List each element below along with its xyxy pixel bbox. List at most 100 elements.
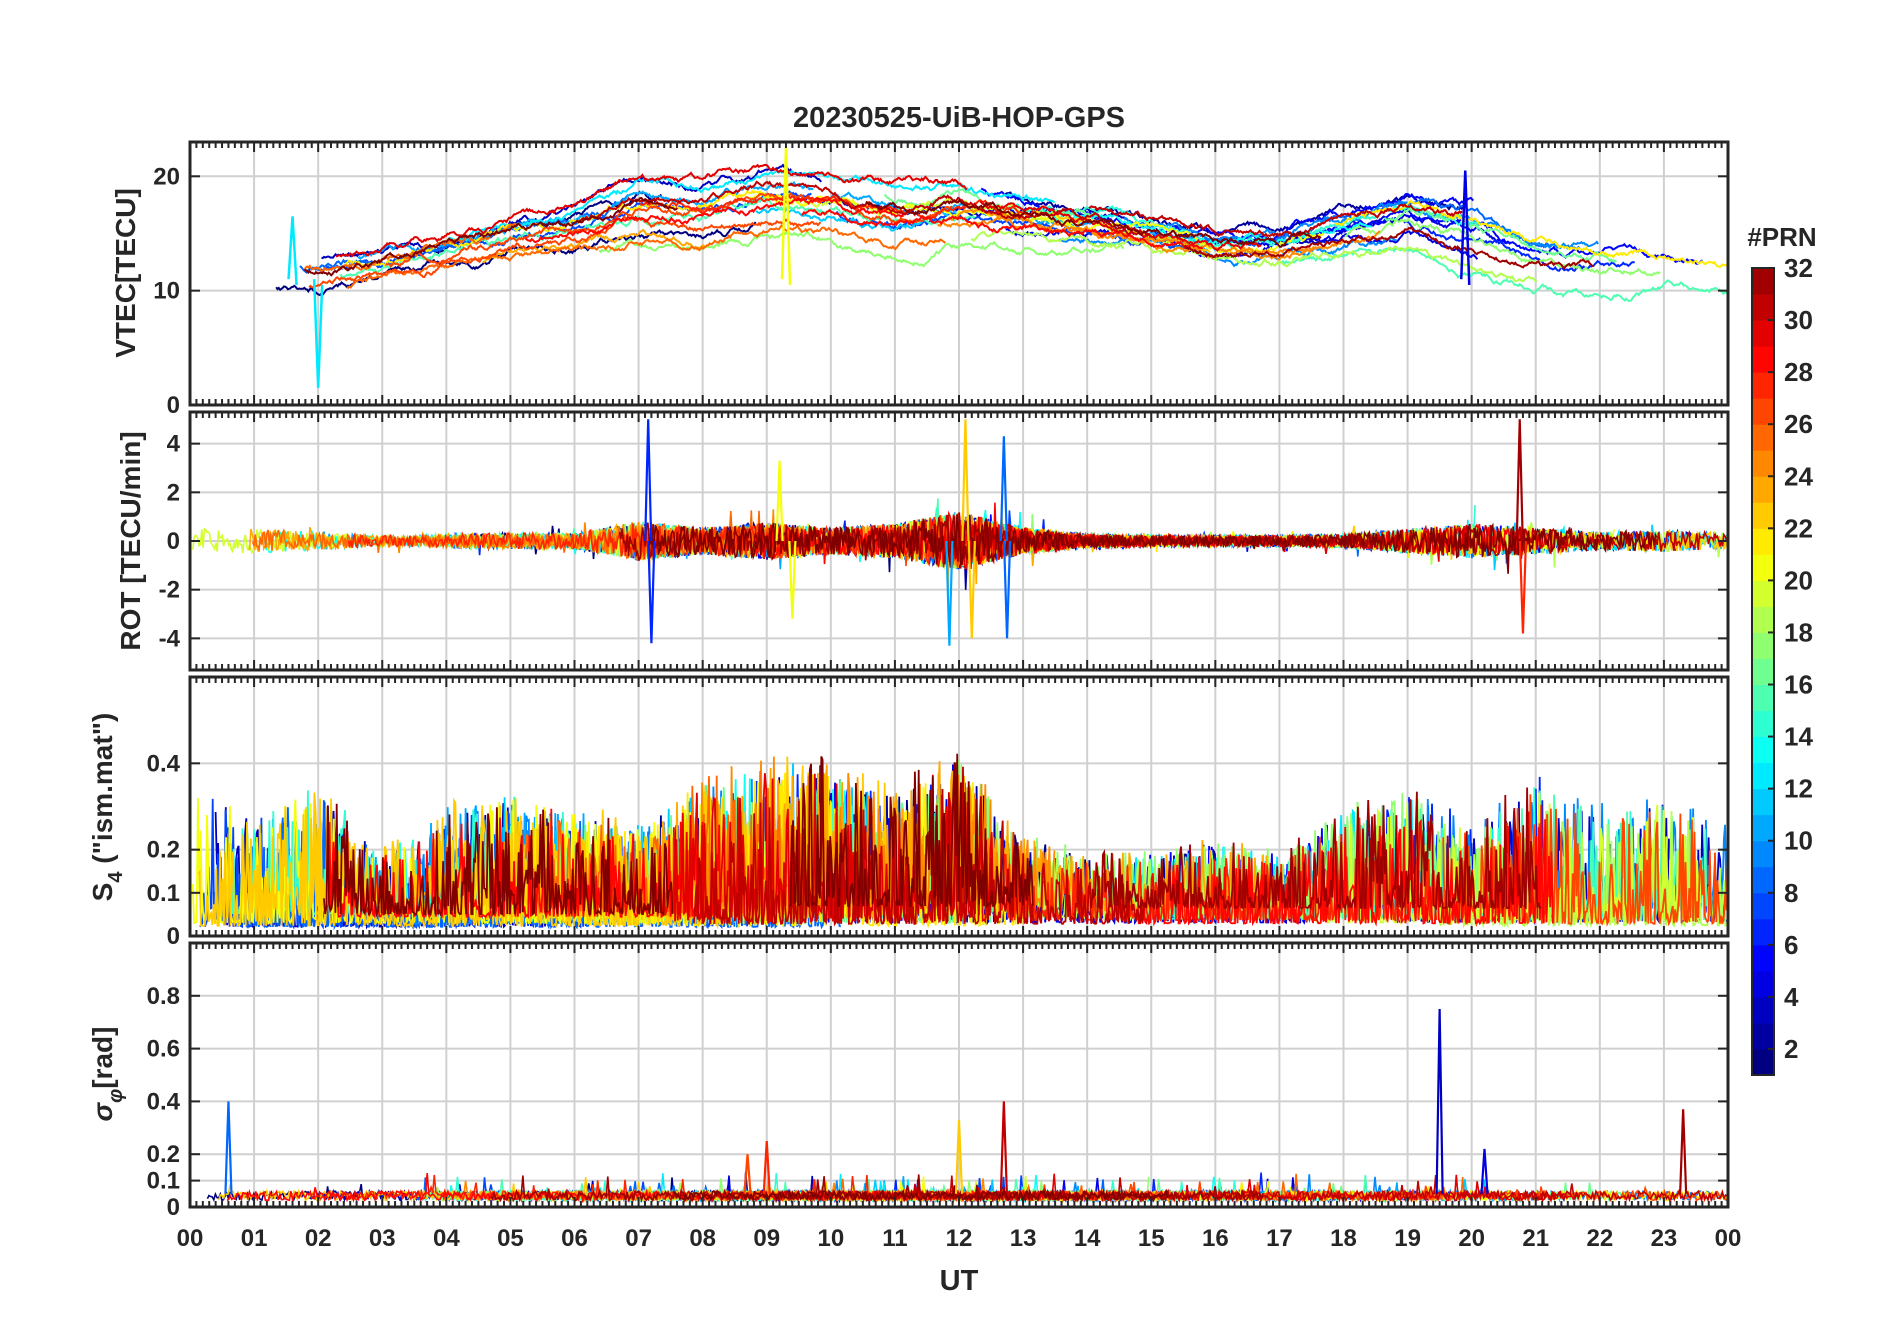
panel-rot-ytick-label: 4 bbox=[167, 431, 181, 458]
rot-spike bbox=[1518, 540, 1528, 634]
colorbar-segment bbox=[1752, 580, 1774, 607]
vtec-series-prn-30 bbox=[1088, 203, 1463, 238]
rot-spike bbox=[1002, 540, 1012, 639]
panel-rot-lines bbox=[192, 419, 1728, 646]
colorbar-segment bbox=[1752, 1022, 1774, 1050]
colorbar-segment bbox=[1752, 554, 1774, 581]
panel-sigphi-ytick-label: 0.6 bbox=[147, 1036, 180, 1063]
rot-spike bbox=[788, 540, 797, 619]
colorbar-tick-label: 14 bbox=[1784, 722, 1813, 752]
x-tick-label: 17 bbox=[1266, 1225, 1293, 1252]
colorbar-tick-label: 4 bbox=[1784, 982, 1799, 1012]
x-tick-label: 09 bbox=[753, 1225, 780, 1252]
colorbar-segment bbox=[1752, 320, 1774, 347]
panel-rot-ylabel: ROT [TECU/min] bbox=[115, 431, 146, 650]
panel-sigphi-ytick-label: 0 bbox=[167, 1194, 180, 1221]
panel-s4-axes: 0 0.1 0.2 0.4 bbox=[147, 675, 1730, 950]
sigphi-spike bbox=[999, 1101, 1008, 1194]
vtec-feature-dip bbox=[312, 279, 324, 388]
rot-spike bbox=[967, 540, 976, 639]
sigphi-spike bbox=[224, 1101, 233, 1194]
colorbar-tick-label: 6 bbox=[1784, 930, 1798, 960]
panel-sigphi-lines bbox=[206, 1008, 1728, 1204]
rot-spike bbox=[775, 460, 784, 542]
colorbar-segment bbox=[1752, 658, 1774, 686]
panel-sigphi-ytick-label: 0.4 bbox=[147, 1088, 181, 1115]
x-tick-label: 00 bbox=[177, 1225, 204, 1252]
vtec-series-prn-17 bbox=[1344, 217, 1661, 277]
vtec-series-prn-32 bbox=[865, 198, 1322, 248]
x-tick-label: 10 bbox=[817, 1225, 844, 1252]
panel-sigphi-frame bbox=[188, 941, 1730, 1209]
vtec-series-prn-17 bbox=[598, 230, 1125, 268]
x-tick-label: 07 bbox=[625, 1225, 652, 1252]
colorbar-tick-label: 30 bbox=[1784, 305, 1813, 335]
s4-series-prn-31 bbox=[1090, 787, 1542, 911]
vtec-series-prn-30 bbox=[577, 180, 1151, 237]
panel-s4-ytick-label: 0.4 bbox=[147, 750, 181, 777]
colorbar-segment bbox=[1752, 710, 1774, 738]
colorbar-frame bbox=[1751, 267, 1775, 1076]
colorbar-tick-label: 32 bbox=[1784, 253, 1813, 283]
sigphi-spike bbox=[762, 1140, 771, 1194]
x-tick-label: 20 bbox=[1458, 1225, 1485, 1252]
colorbar-tick-label: 2 bbox=[1784, 1034, 1798, 1064]
panel-vtec-ylabel: VTEC[TECU] bbox=[110, 188, 141, 358]
colorbar-segment bbox=[1752, 424, 1774, 451]
colorbar-segment bbox=[1752, 892, 1774, 920]
x-tick-label: 14 bbox=[1074, 1225, 1101, 1252]
panel-vtec-axes: 0 10 20 bbox=[153, 140, 1730, 419]
sigphi-spike bbox=[743, 1154, 752, 1194]
s4-series-prn-28 bbox=[1135, 804, 1554, 927]
panel-sigphi-ytick-label: 0.1 bbox=[147, 1168, 180, 1195]
panel-vtec: 0 10 20 VTEC[TECU] bbox=[110, 140, 1730, 419]
vtec-series-prn-18 bbox=[971, 228, 1538, 283]
panel-s4-ylabel: S4 ("ism.mat") bbox=[87, 713, 127, 902]
panel-sigphi-ytick-label: 0.8 bbox=[147, 983, 180, 1010]
vtec-series-prn-26 bbox=[308, 215, 822, 289]
x-tick-label: 01 bbox=[241, 1225, 268, 1252]
vtec-series-prn-15 bbox=[339, 196, 976, 279]
colorbar-segment bbox=[1752, 788, 1774, 816]
x-tick-label: 08 bbox=[689, 1225, 716, 1252]
colorbar-segment bbox=[1752, 346, 1774, 373]
sigphi-spike bbox=[1480, 1148, 1489, 1194]
colorbar-segment bbox=[1752, 970, 1774, 998]
panel-rot-axes: -4 -2 0 2 4 bbox=[159, 410, 1730, 672]
panel-vtec-lines bbox=[275, 147, 1728, 388]
x-tick-label: 18 bbox=[1330, 1225, 1357, 1252]
panel-s4-ytick-label: 0.1 bbox=[147, 880, 180, 907]
colorbar-segment bbox=[1752, 840, 1774, 868]
x-tick-label: 06 bbox=[561, 1225, 588, 1252]
vtec-series-prn-31 bbox=[1183, 225, 1594, 271]
sigphi-spike bbox=[954, 1119, 964, 1194]
colorbar-segment bbox=[1752, 762, 1774, 790]
panel-s4-ytick-label: 0.2 bbox=[147, 837, 180, 864]
chart-title: 20230525-UiB-HOP-GPS bbox=[793, 102, 1125, 134]
panel-rot-ytick-label: -2 bbox=[159, 577, 180, 604]
colorbar-segment bbox=[1752, 268, 1774, 295]
vtec-series-prn-21 bbox=[1334, 199, 1728, 269]
panel-s4-ytick-label: 0 bbox=[167, 923, 180, 950]
vtec-series-prn-28 bbox=[801, 208, 1204, 250]
s4-series-prn-32 bbox=[788, 753, 1034, 909]
colorbar-segment bbox=[1752, 450, 1774, 477]
x-tick-label: 21 bbox=[1522, 1225, 1549, 1252]
x-tick-label: 04 bbox=[433, 1225, 460, 1252]
colorbar-segment bbox=[1752, 606, 1774, 633]
colorbar-segment bbox=[1752, 944, 1774, 972]
vtec-series-prn-15 bbox=[1281, 247, 1728, 302]
colorbar-tick-label: 26 bbox=[1784, 409, 1813, 439]
colorbar-segment bbox=[1752, 502, 1774, 529]
colorbar-tick-label: 10 bbox=[1784, 826, 1813, 856]
colorbar-tick-label: 18 bbox=[1784, 617, 1813, 647]
colorbar-segment bbox=[1752, 476, 1774, 503]
colorbar-segment bbox=[1752, 814, 1774, 842]
colorbar-segment bbox=[1752, 632, 1774, 659]
vtec-series-prn-6 bbox=[1403, 220, 1636, 273]
colorbar-tick-label: 8 bbox=[1784, 878, 1798, 908]
colorbar-segment bbox=[1752, 996, 1774, 1024]
panel-rot-frame bbox=[188, 410, 1730, 672]
vtec-series-prn-32 bbox=[304, 196, 678, 277]
rot-series-prn-30 bbox=[1045, 524, 1728, 559]
